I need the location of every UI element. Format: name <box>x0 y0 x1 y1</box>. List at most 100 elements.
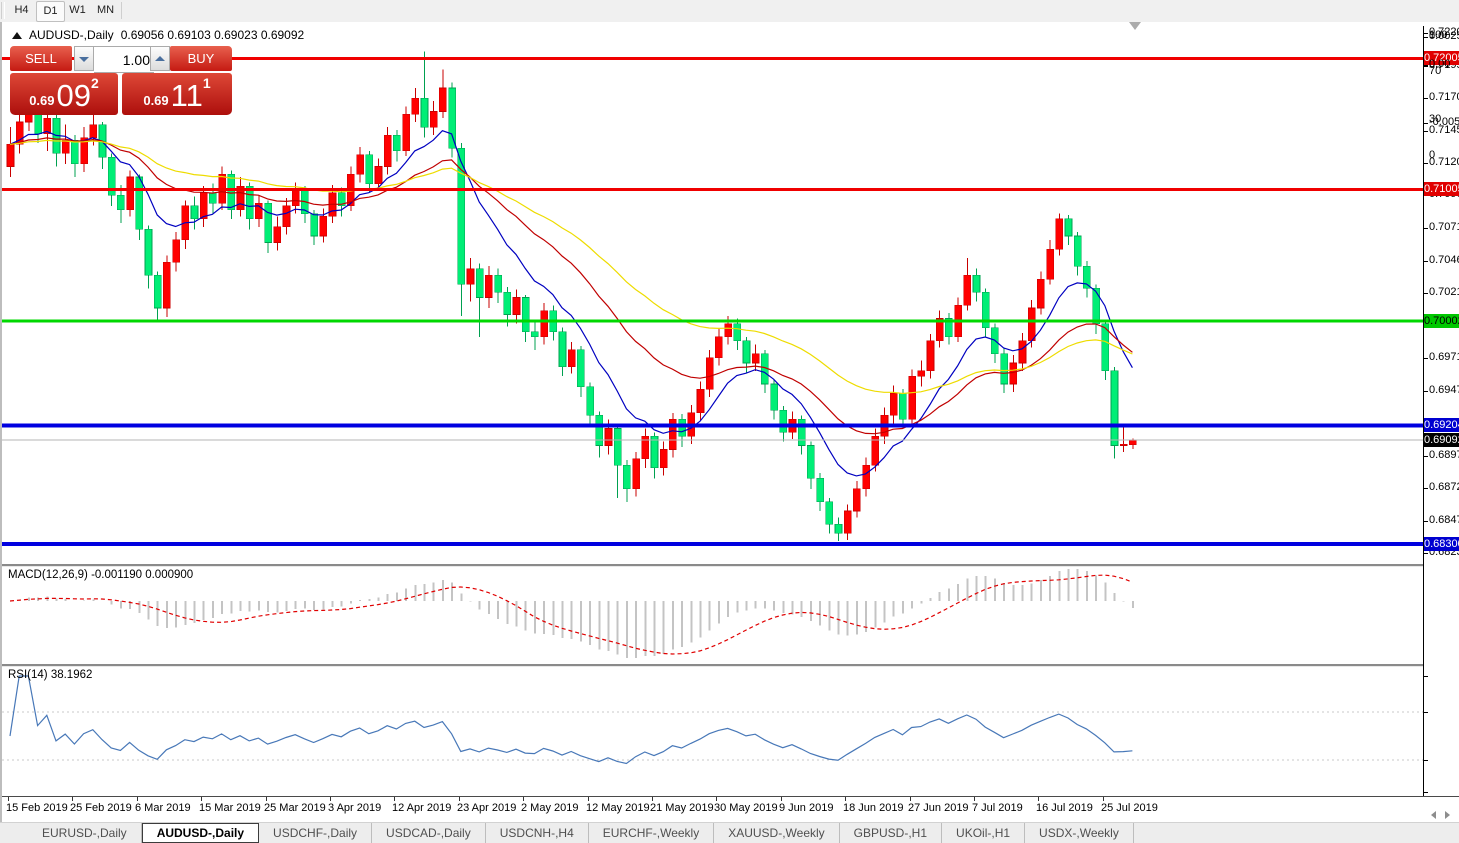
chart-tab-usdx[interactable]: USDX-,Weekly <box>1025 823 1134 843</box>
chart-tab-gbpusd[interactable]: GBPUSD-,H1 <box>840 823 943 843</box>
macd-axis-label: 0.002522 <box>1429 30 1459 42</box>
chart-tab-eurusd[interactable]: EURUSD-,Daily <box>28 823 142 843</box>
price-axis-tick-label: 0.71455 <box>1429 124 1459 136</box>
price-axis-tick-label: 0.72200 <box>1429 26 1459 38</box>
chart-tab-audusd[interactable]: AUDUSD-,Daily <box>141 823 260 843</box>
price-axis-tick-label: 0.69470 <box>1429 384 1459 396</box>
buy-price-display[interactable]: 0.69 11 1 <box>122 73 232 115</box>
rsi-axis-label: 0 <box>1429 149 1436 161</box>
timeframe-button-d1[interactable]: D1 <box>36 1 65 22</box>
pane-splitter-rsi[interactable] <box>2 664 1459 667</box>
date-axis-tick <box>1103 797 1104 801</box>
date-axis-tick <box>588 797 589 801</box>
date-axis-tick <box>330 797 331 801</box>
volume-increase-button[interactable] <box>150 46 170 71</box>
macd-pane-canvas[interactable] <box>2 566 1423 665</box>
timeframe-button-w1[interactable]: W1 <box>69 4 86 16</box>
date-axis-label: 6 Mar 2019 <box>135 802 191 814</box>
rsi-axis-label: 100 <box>1429 29 1448 41</box>
date-axis-label: 15 Feb 2019 <box>6 802 68 814</box>
chart-tab-usdchf[interactable]: USDCHF-,Daily <box>259 823 373 843</box>
buy-price-pip: 1 <box>202 75 211 91</box>
price-axis-tick <box>1424 66 1428 67</box>
date-axis-label: 21 May 2019 <box>650 802 714 814</box>
rsi-axis-label: 70 <box>1429 65 1442 77</box>
price-badge: 0.71005 <box>1424 182 1459 196</box>
price-axis-tick <box>1424 228 1428 229</box>
tab-scroll-right-icon[interactable] <box>1445 811 1450 819</box>
macd-axis-tick <box>1424 37 1428 38</box>
price-axis-tick <box>1424 98 1428 99</box>
sell-price-display[interactable]: 0.69 09 2 <box>10 73 118 115</box>
chart-tab-ukoil[interactable]: UKOil-,H1 <box>942 823 1026 843</box>
date-axis-tick <box>781 797 782 801</box>
timeframe-button-mn[interactable]: MN <box>96 4 115 16</box>
chart-tab-bar: EURUSD-,Daily AUDUSD-,Daily USDCHF-,Daily U… <box>0 822 1459 843</box>
sell-button[interactable]: SELL <box>10 46 72 71</box>
price-chart-canvas[interactable] <box>2 26 1423 565</box>
toolbar-drag-handle-icon[interactable] <box>1 2 5 19</box>
price-axis-tick-label: 0.71205 <box>1429 156 1459 168</box>
sell-price-big: 09 <box>56 78 91 113</box>
macd-axis-tick <box>1424 65 1428 66</box>
timeframe-button-h4[interactable]: H4 <box>14 4 29 16</box>
price-axis-tick <box>1424 293 1428 294</box>
timeframe-toolbar: H4 D1 W1 MN <box>0 0 1459 23</box>
chart-tab-usdcad[interactable]: USDCAD-,Daily <box>372 823 486 843</box>
rsi-axis-tick <box>1424 760 1428 761</box>
rsi-indicator-label: RSI(14) 38.1962 <box>8 669 93 681</box>
buy-button[interactable]: BUY <box>170 46 232 71</box>
spinner-down-icon <box>79 57 89 62</box>
one-click-panel-toggle-icon[interactable] <box>12 31 22 39</box>
price-axis-tick-label: 0.70460 <box>1429 254 1459 266</box>
spinner-up-icon <box>155 56 165 61</box>
date-axis-tick <box>845 797 846 801</box>
price-axis-tick <box>1424 261 1428 262</box>
date-axis: 15 Feb 2019 25 Feb 2019 6 Mar 2019 15 Mar 2… <box>2 796 1459 823</box>
macd-axis-label: -0.00523 <box>1429 116 1459 128</box>
rsi-pane-canvas[interactable] <box>2 666 1423 796</box>
buy-price-prefix: 0.69 <box>143 93 169 108</box>
date-axis-tick <box>137 797 138 801</box>
ohlc-info-line: AUDUSD-,Daily 0.69056 0.69103 0.69023 0.… <box>12 28 304 42</box>
chart-ohlc-values: 0.69056 0.69103 0.69023 0.69092 <box>120 28 305 42</box>
date-axis-label: 12 May 2019 <box>586 802 650 814</box>
volume-input[interactable] <box>94 46 154 73</box>
price-axis-tick <box>1424 488 1428 489</box>
price-badge: 0.72005 <box>1424 51 1459 65</box>
price-axis-tick <box>1424 553 1428 554</box>
date-axis-label: 18 Jun 2019 <box>843 802 904 814</box>
chart-shift-marker-icon[interactable] <box>1129 22 1141 30</box>
price-axis: 0.722000.719500.717050.714550.712050.709… <box>1423 26 1459 796</box>
tab-scroll-left-icon[interactable] <box>1431 811 1436 819</box>
rsi-axis-tick <box>1424 712 1428 713</box>
price-axis-tick <box>1424 33 1428 34</box>
macd-indicator-label: MACD(12,26,9) -0.001190 0.000900 <box>8 569 194 581</box>
date-axis-label: 12 Apr 2019 <box>392 802 452 814</box>
date-axis-label: 15 Mar 2019 <box>199 802 261 814</box>
price-axis-tick-label: 0.70710 <box>1429 221 1459 233</box>
date-axis-label: 25 Feb 2019 <box>70 802 132 814</box>
sell-price-prefix: 0.69 <box>29 93 55 108</box>
date-axis-tick <box>1038 797 1039 801</box>
chart-tab-xauusd[interactable]: XAUUSD-,Weekly <box>714 823 840 843</box>
one-click-trading-panel: SELL BUY 0.69 09 2 0.69 11 1 <box>10 46 232 115</box>
date-axis-label: 25 Mar 2019 <box>264 802 326 814</box>
price-axis-tick-label: 0.68475 <box>1429 514 1459 526</box>
volume-decrease-button[interactable] <box>74 46 94 71</box>
pane-splitter-macd[interactable] <box>2 564 1459 567</box>
price-badge: 0.69092 <box>1424 433 1459 447</box>
date-axis-tick <box>266 797 267 801</box>
macd-axis-tick <box>1424 123 1428 124</box>
chart-tab-eurchf[interactable]: EURCHF-,Weekly <box>589 823 715 843</box>
price-axis-tick <box>1424 456 1428 457</box>
chart-tab-usdcnh[interactable]: USDCNH-,H4 <box>486 823 589 843</box>
date-axis-tick <box>201 797 202 801</box>
date-axis-label: 23 Apr 2019 <box>457 802 517 814</box>
chart-window: MACD(12,26,9) -0.001190 0.000900 RSI(14)… <box>0 22 1459 823</box>
date-axis-tick <box>394 797 395 801</box>
price-axis-tick-label: 0.69715 <box>1429 351 1459 363</box>
price-axis-tick <box>1424 521 1428 522</box>
